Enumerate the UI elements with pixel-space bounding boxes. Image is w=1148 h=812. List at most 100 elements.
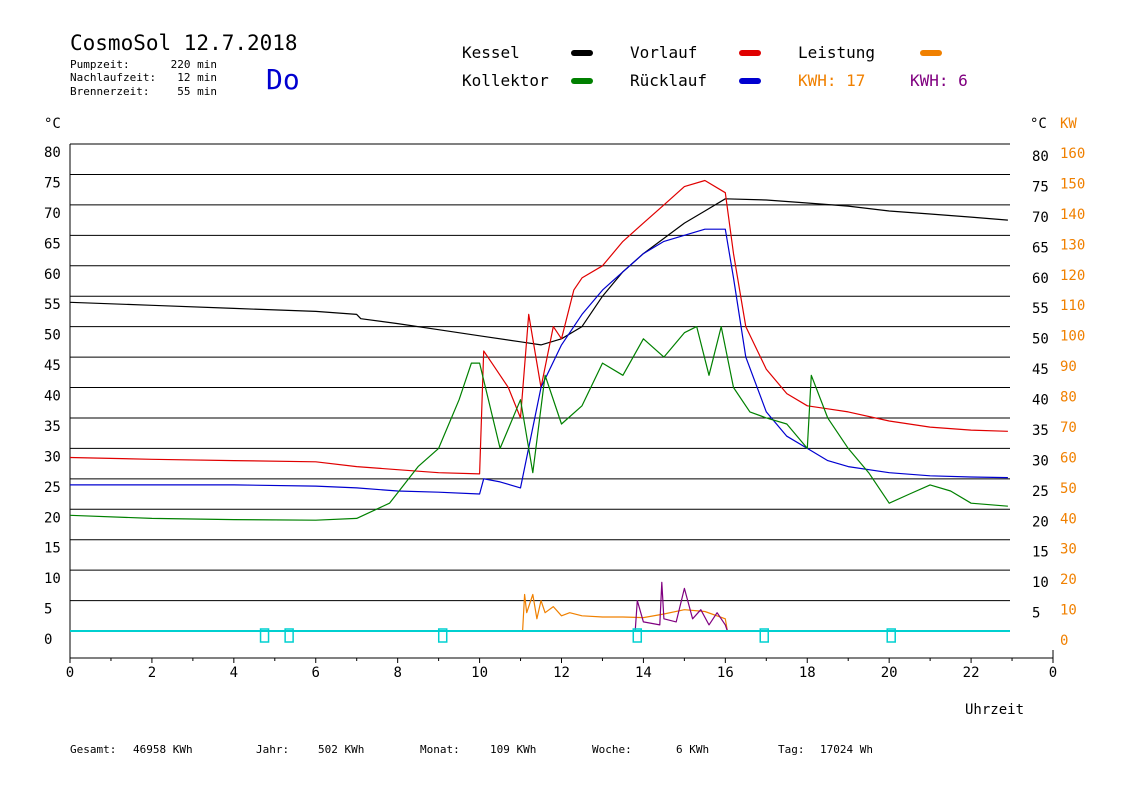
legend-kwh-orange: KWH: 17	[798, 71, 865, 90]
grid	[69, 143, 1054, 663]
y-tick-label-right-c: 55	[1032, 301, 1049, 317]
chart-title: CosmoSol 12.7.2018	[70, 31, 298, 55]
legend-kollektor-swatch	[571, 78, 593, 84]
y-tick-label-right-kw: 100	[1060, 329, 1085, 345]
footer-tag-label: Tag:	[778, 743, 805, 756]
y-tick-label-right-c: 70	[1032, 210, 1049, 226]
x-tick-label: 18	[799, 665, 816, 681]
y-tick-label-left: 40	[44, 389, 61, 405]
footer-jahr-value: 502 KWh	[318, 743, 364, 756]
y-tick-label-left: 70	[44, 206, 61, 222]
y-tick-label-left: 55	[44, 297, 61, 313]
footer-gesamt-value: 46958 KWh	[133, 743, 193, 756]
y-tick-label-right-kw: 10	[1060, 603, 1077, 619]
legend-kollektor-label: Kollektor	[462, 71, 549, 90]
y-tick-label-right-c: 25	[1032, 484, 1049, 500]
x-tick-label: 16	[717, 665, 734, 681]
y-tick-label-right-c: 75	[1032, 179, 1049, 195]
nachlaufzeit-label: Nachlaufzeit:	[70, 71, 156, 84]
pumpzeit-label: Pumpzeit:	[70, 58, 130, 71]
x-axis-label: Uhrzeit	[965, 702, 1024, 718]
brennerzeit-value: 55 min	[177, 85, 217, 98]
y-tick-label-right-c: 65	[1032, 240, 1049, 256]
y-tick-label-right-c: 50	[1032, 332, 1049, 348]
x-tick-label: 8	[393, 665, 401, 681]
pump-markers	[70, 628, 1010, 643]
y-tick-label-right-c: 20	[1032, 514, 1049, 530]
y-tick-label-right-c: 60	[1032, 271, 1049, 287]
legend-leistung-label: Leistung	[798, 43, 875, 62]
nachlaufzeit-value: 12 min	[177, 71, 217, 84]
legend-leistung-swatch	[920, 50, 942, 56]
y-tick-label-right-c: 10	[1032, 575, 1049, 591]
pumpzeit-value: 220 min	[171, 58, 217, 71]
y-tick-label-right-c: 45	[1032, 362, 1049, 378]
series-line-leistung	[522, 593, 728, 632]
footer-tag-value: 17024 Wh	[820, 743, 873, 756]
legend-ruecklauf-swatch	[739, 78, 761, 84]
y-tick-label-right-c: 15	[1032, 545, 1049, 561]
pump-marker	[284, 628, 294, 643]
y-tick-label-left: 60	[44, 267, 61, 283]
y-tick-label-left: 35	[44, 419, 61, 435]
footer-woche-value: 6 KWh	[676, 743, 709, 756]
brennerzeit-label: Brennerzeit:	[70, 85, 149, 98]
y-tick-label-left: 15	[44, 541, 61, 557]
series-line-kessel	[69, 198, 1008, 346]
series-line-vorlauf	[69, 179, 1008, 475]
x-tick-label: 22	[963, 665, 980, 681]
y-tick-label-left: 5	[44, 602, 52, 618]
pump-marker	[886, 628, 896, 643]
pump-marker	[759, 628, 769, 643]
y-tick-label-right-kw: 20	[1060, 572, 1077, 588]
y-tick-label-right-kw: 90	[1060, 359, 1077, 375]
y-tick-label-left: 30	[44, 449, 61, 465]
y-tick-label-right-kw: 0	[1060, 633, 1068, 649]
y-tick-label-left: 45	[44, 358, 61, 374]
y-tick-label-right-c: 30	[1032, 453, 1049, 469]
y-tick-label-right-c: 80	[1032, 149, 1049, 165]
legend-kwh-purple: KWH: 6	[910, 71, 968, 90]
y-tick-label-right-c: 40	[1032, 393, 1049, 409]
y-tick-label-right-c: 5	[1032, 606, 1040, 622]
y-tick-label-right-kw: 80	[1060, 390, 1077, 406]
y-tick-label-left: 0	[44, 632, 52, 648]
weekday-label: Do	[266, 63, 300, 96]
y-tick-label-right-kw: 70	[1060, 420, 1077, 436]
y-tick-label-right-kw: 160	[1060, 146, 1085, 162]
legend-kessel-label: Kessel	[462, 43, 520, 62]
series-line-r-cklauf	[70, 228, 1008, 495]
x-tick-label: 2	[148, 665, 156, 681]
x-tick-label: 10	[471, 665, 488, 681]
left-unit-label: °C	[44, 116, 61, 132]
legend-vorlauf-swatch	[739, 50, 761, 56]
legend-vorlauf-label: Vorlauf	[630, 43, 697, 62]
y-tick-label-right-kw: 120	[1060, 268, 1085, 284]
legend-kessel-swatch	[571, 50, 593, 56]
x-tick-label: 0	[1049, 665, 1057, 681]
x-tick-label: 12	[553, 665, 570, 681]
x-tick-label: 4	[230, 665, 238, 681]
y-tick-label-right-c: 35	[1032, 423, 1049, 439]
y-tick-label-left: 75	[44, 175, 61, 191]
x-tick-label: 14	[635, 665, 652, 681]
footer-monat-value: 109 KWh	[490, 743, 536, 756]
y-tick-label-right-kw: 140	[1060, 207, 1085, 223]
pump-marker	[437, 628, 448, 643]
footer-gesamt-label: Gesamt:	[70, 743, 116, 756]
y-tick-label-left: 10	[44, 571, 61, 587]
right-unit-kw-label: KW	[1060, 116, 1077, 132]
x-tick-label: 6	[312, 665, 320, 681]
y-tick-label-right-kw: 50	[1060, 481, 1077, 497]
y-tick-label-right-kw: 130	[1060, 237, 1085, 253]
x-tick-label: 20	[881, 665, 898, 681]
right-unit-c-label: °C	[1030, 116, 1047, 132]
y-tick-label-left: 20	[44, 510, 61, 526]
y-tick-label-right-kw: 150	[1060, 176, 1085, 192]
y-tick-label-right-kw: 110	[1060, 298, 1085, 314]
y-tick-label-right-kw: 30	[1060, 542, 1077, 558]
y-tick-label-left: 25	[44, 480, 61, 496]
tick-labels: 0 2 4 6 8 10 12 14 16 18 20 22 080757065605550454035…	[44, 145, 1085, 681]
y-tick-label-left: 80	[44, 145, 61, 161]
